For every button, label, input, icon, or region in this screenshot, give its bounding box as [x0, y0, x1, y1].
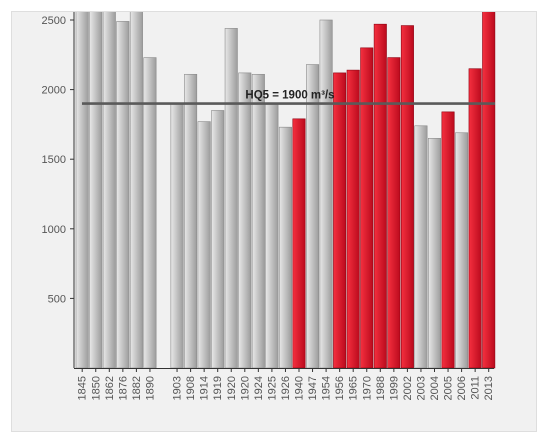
x-tick-label: 1876 — [117, 376, 129, 400]
x-tick-label: 1954 — [321, 376, 333, 400]
bar-highlighted — [346, 69, 360, 369]
bar — [238, 72, 252, 369]
chart-frame: 5001000150020002500300035004000450018451… — [11, 11, 537, 432]
axes-layer: 5001000150020002500300035004000450018451… — [42, 12, 495, 400]
bar — [89, 12, 103, 369]
bar — [265, 103, 279, 369]
x-tick-label: 1845 — [77, 376, 89, 400]
x-tick-label: 1956 — [334, 376, 346, 400]
flood-peaks-bar-chart: 5001000150020002500300035004000450018451… — [42, 12, 496, 400]
bar — [414, 125, 428, 369]
y-tick-label: 2000 — [42, 85, 66, 97]
x-tick-label: 1924 — [253, 376, 265, 400]
x-tick-label: 1908 — [185, 376, 197, 400]
bar — [306, 64, 320, 369]
x-tick-label: 1999 — [388, 376, 400, 400]
x-tick-label: 1914 — [199, 376, 211, 400]
x-tick-label: 1926 — [280, 376, 292, 400]
y-tick-label: 2500 — [42, 15, 66, 27]
x-tick-label: 2005 — [443, 376, 455, 400]
bar-highlighted — [360, 47, 374, 369]
bar — [278, 126, 292, 369]
y-tick-label: 1000 — [42, 224, 66, 236]
x-tick-label: 2003 — [415, 376, 427, 400]
x-tick-label: 2011 — [470, 376, 482, 400]
x-tick-label: 2004 — [429, 376, 441, 400]
bar — [427, 138, 441, 369]
x-tick-label: 1890 — [144, 376, 156, 400]
bar — [455, 132, 469, 369]
bar — [197, 121, 211, 369]
y-tick-label: 1500 — [42, 154, 66, 166]
bars-layer — [75, 12, 496, 369]
x-tick-label: 1970 — [361, 376, 373, 400]
x-tick-label: 1940 — [294, 376, 306, 400]
bar-highlighted — [333, 72, 347, 369]
bar — [251, 73, 265, 369]
bar — [170, 103, 184, 369]
x-tick-label: 1947 — [307, 376, 319, 400]
reference-lines-layer: HQ1000 = 4500 m³/sHQ100 = 3400 m³/sHQ50 … — [82, 90, 495, 105]
bar-highlighted — [292, 118, 306, 369]
bar-highlighted — [482, 12, 496, 369]
bar — [184, 73, 198, 369]
x-tick-label: 1925 — [266, 376, 278, 400]
x-tick-label: 1862 — [104, 376, 116, 400]
x-tick-label: 2002 — [402, 376, 414, 400]
bar-highlighted — [400, 25, 414, 369]
x-tick-label: 1850 — [90, 376, 102, 400]
y-tick-label: 500 — [48, 293, 66, 305]
bar — [319, 19, 333, 369]
bar — [129, 12, 143, 369]
bar-highlighted — [373, 23, 387, 369]
x-tick-label: 2006 — [456, 376, 468, 400]
x-tick-label: 1920 — [226, 376, 238, 400]
bar — [102, 12, 116, 369]
x-tick-label: 1965 — [348, 376, 360, 400]
bar — [75, 12, 89, 369]
bar — [116, 21, 130, 369]
x-tick-label: 1988 — [375, 376, 387, 400]
x-tick-label: 2013 — [483, 376, 495, 400]
reference-line-label: HQ5 = 1900 m³/s — [245, 90, 334, 102]
bar — [224, 28, 238, 369]
x-tick-label: 1903 — [172, 376, 184, 400]
bar-highlighted — [441, 111, 455, 369]
x-tick-label: 1920 — [239, 376, 251, 400]
x-tick-label: 1919 — [212, 376, 224, 400]
bar — [211, 110, 225, 369]
bar-highlighted — [468, 68, 482, 369]
x-tick-label: 1882 — [131, 376, 143, 400]
